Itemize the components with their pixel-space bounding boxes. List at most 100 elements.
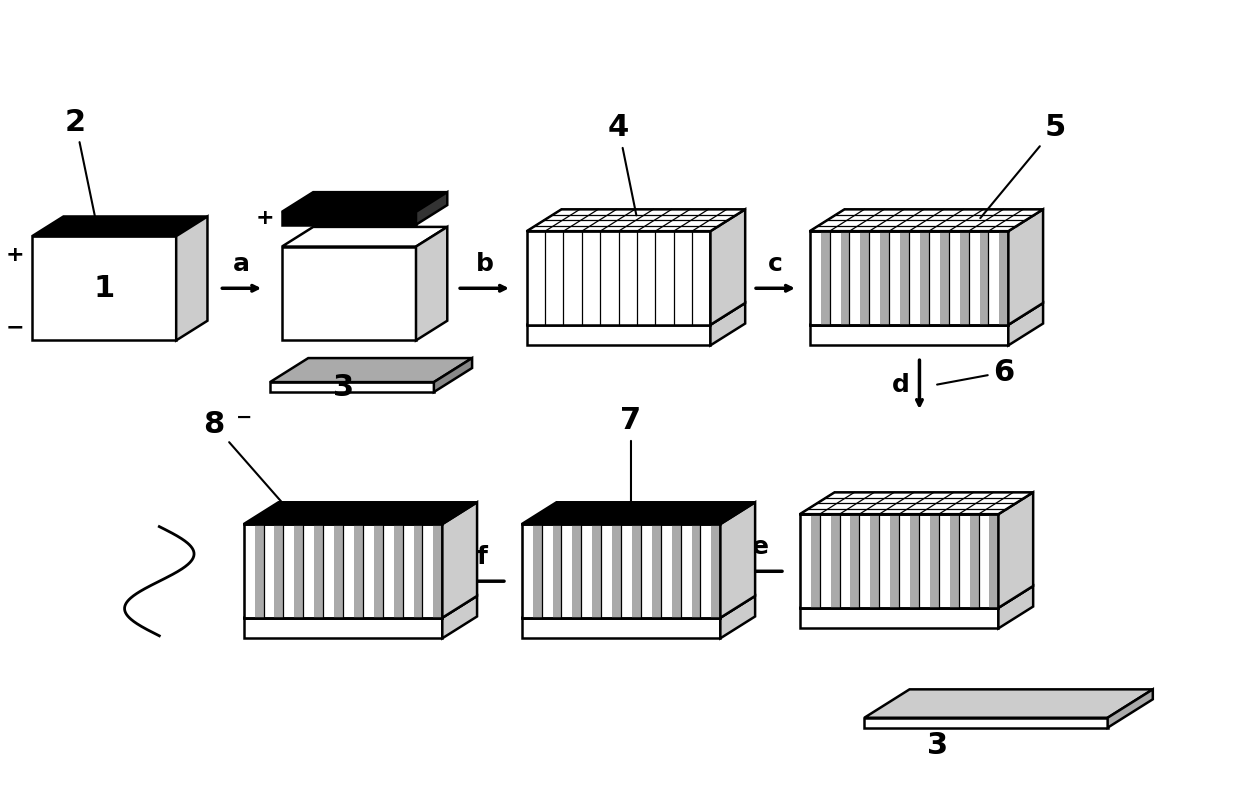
Polygon shape	[890, 514, 900, 608]
Text: c: c	[768, 252, 783, 277]
Polygon shape	[553, 524, 561, 618]
Polygon shape	[335, 524, 343, 618]
Polygon shape	[394, 524, 403, 618]
Polygon shape	[1000, 231, 1009, 325]
Polygon shape	[672, 524, 680, 618]
Polygon shape	[1009, 303, 1043, 345]
Polygon shape	[572, 524, 581, 618]
Polygon shape	[244, 502, 477, 524]
Polygon shape	[527, 209, 745, 231]
Polygon shape	[800, 586, 1033, 608]
Polygon shape	[442, 596, 477, 638]
Text: 4: 4	[608, 114, 637, 215]
Polygon shape	[880, 231, 890, 325]
Text: e: e	[752, 535, 768, 560]
Polygon shape	[612, 524, 621, 618]
Polygon shape	[691, 524, 700, 618]
Polygon shape	[275, 524, 284, 618]
Polygon shape	[295, 524, 304, 618]
Polygon shape	[416, 227, 447, 340]
Polygon shape	[800, 514, 999, 608]
Polygon shape	[522, 502, 755, 524]
Polygon shape	[800, 608, 999, 628]
Polygon shape	[522, 618, 720, 638]
Polygon shape	[652, 524, 660, 618]
Polygon shape	[710, 303, 745, 345]
Polygon shape	[980, 231, 989, 325]
Polygon shape	[810, 325, 1009, 345]
Polygon shape	[354, 524, 363, 618]
Polygon shape	[800, 492, 1033, 514]
Polygon shape	[32, 236, 176, 340]
Polygon shape	[244, 618, 442, 638]
Polygon shape	[244, 524, 442, 618]
Polygon shape	[810, 231, 1009, 325]
Polygon shape	[282, 227, 447, 246]
Polygon shape	[990, 514, 999, 608]
Polygon shape	[1108, 689, 1152, 727]
Polygon shape	[840, 231, 850, 325]
Polygon shape	[270, 382, 434, 392]
Polygon shape	[720, 596, 755, 638]
Text: 1: 1	[94, 273, 115, 303]
Polygon shape	[960, 231, 969, 325]
Polygon shape	[270, 358, 472, 382]
Polygon shape	[720, 502, 755, 618]
Text: 2: 2	[64, 107, 97, 223]
Text: 6: 6	[937, 358, 1015, 386]
Polygon shape	[710, 209, 745, 325]
Text: −: −	[235, 409, 253, 428]
Polygon shape	[810, 514, 820, 608]
Text: a: a	[233, 252, 250, 277]
Polygon shape	[711, 524, 720, 618]
Text: 7: 7	[621, 406, 642, 506]
Text: 5: 5	[980, 114, 1066, 218]
Polygon shape	[592, 524, 601, 618]
Text: d: d	[892, 373, 909, 397]
Polygon shape	[820, 231, 830, 325]
Text: 3: 3	[333, 373, 354, 401]
Text: 8: 8	[203, 410, 291, 514]
Polygon shape	[810, 303, 1043, 325]
Polygon shape	[533, 524, 541, 618]
Polygon shape	[315, 524, 323, 618]
Text: +: +	[6, 245, 25, 265]
Polygon shape	[434, 358, 472, 392]
Polygon shape	[527, 325, 710, 345]
Text: b: b	[476, 252, 493, 277]
Polygon shape	[434, 524, 442, 618]
Text: f: f	[477, 545, 487, 569]
Polygon shape	[830, 514, 840, 608]
Polygon shape	[282, 211, 416, 225]
Polygon shape	[244, 596, 477, 618]
Text: 3: 3	[927, 731, 948, 760]
Polygon shape	[282, 246, 416, 340]
Polygon shape	[900, 231, 909, 325]
Polygon shape	[810, 209, 1043, 231]
Polygon shape	[999, 492, 1033, 608]
Polygon shape	[970, 514, 979, 608]
Polygon shape	[522, 596, 755, 618]
Polygon shape	[999, 586, 1033, 628]
Polygon shape	[416, 192, 447, 225]
Text: −: −	[6, 318, 25, 338]
Polygon shape	[282, 192, 447, 211]
Polygon shape	[860, 231, 870, 325]
Polygon shape	[940, 231, 949, 325]
Polygon shape	[632, 524, 641, 618]
Polygon shape	[919, 231, 929, 325]
Polygon shape	[865, 689, 1152, 718]
Text: +: +	[255, 208, 274, 228]
Polygon shape	[374, 524, 383, 618]
Polygon shape	[414, 524, 422, 618]
Polygon shape	[32, 216, 207, 236]
Polygon shape	[950, 514, 959, 608]
Polygon shape	[442, 502, 477, 618]
Polygon shape	[1009, 209, 1043, 325]
Polygon shape	[527, 303, 745, 325]
Polygon shape	[870, 514, 880, 608]
Polygon shape	[930, 514, 939, 608]
Polygon shape	[522, 524, 720, 618]
Polygon shape	[865, 718, 1108, 727]
Polygon shape	[909, 514, 919, 608]
